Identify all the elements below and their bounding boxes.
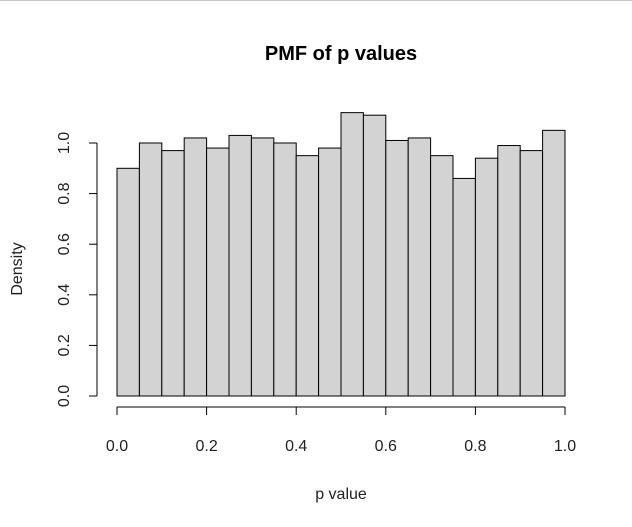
y-tick-label: 1.0 <box>56 132 73 154</box>
x-tick-label: 0.4 <box>285 438 307 455</box>
x-tick-label: 0.0 <box>106 438 128 455</box>
histogram-bar <box>183 137 208 397</box>
y-tick-label: 0.4 <box>56 284 73 306</box>
histogram-bar <box>138 142 163 397</box>
y-tick-label: 0.2 <box>56 334 73 356</box>
histogram-bar <box>318 147 342 397</box>
x-tick-label: 0.8 <box>464 438 486 455</box>
histogram-bar <box>542 129 566 397</box>
histogram-bar <box>228 134 252 397</box>
histogram-bar <box>161 150 185 397</box>
x-axis-label: p value <box>315 486 367 503</box>
histogram-bar <box>407 137 432 397</box>
x-axis: 0.0 0.2 0.4 0.6 0.8 1.0 <box>106 406 576 455</box>
x-tick-label: 0.6 <box>375 438 397 455</box>
histogram-bar <box>273 142 297 397</box>
histogram-bar <box>385 139 409 397</box>
y-axis: 0.0 0.2 0.4 0.6 0.8 1.0 <box>56 132 98 407</box>
histogram-bar <box>116 167 140 397</box>
bars-group <box>116 112 566 397</box>
histogram-bar <box>519 150 544 397</box>
histogram-bar <box>340 112 364 397</box>
histogram-bar <box>250 137 275 397</box>
histogram-bar <box>452 177 476 397</box>
histogram-bar <box>497 145 521 397</box>
chart-title: PMF of p values <box>265 43 417 65</box>
histogram-bar <box>362 114 387 397</box>
x-tick-label: 0.2 <box>195 438 217 455</box>
histogram-bar <box>206 147 230 397</box>
y-tick-label: 0.0 <box>56 385 73 407</box>
x-tick-label: 1.0 <box>554 438 576 455</box>
y-tick-label: 0.6 <box>56 233 73 255</box>
histogram-bar <box>295 155 320 397</box>
y-axis-label: Density <box>9 242 26 295</box>
histogram-bar <box>430 155 454 397</box>
y-tick-label: 0.8 <box>56 182 73 204</box>
histogram-bar <box>474 157 499 397</box>
